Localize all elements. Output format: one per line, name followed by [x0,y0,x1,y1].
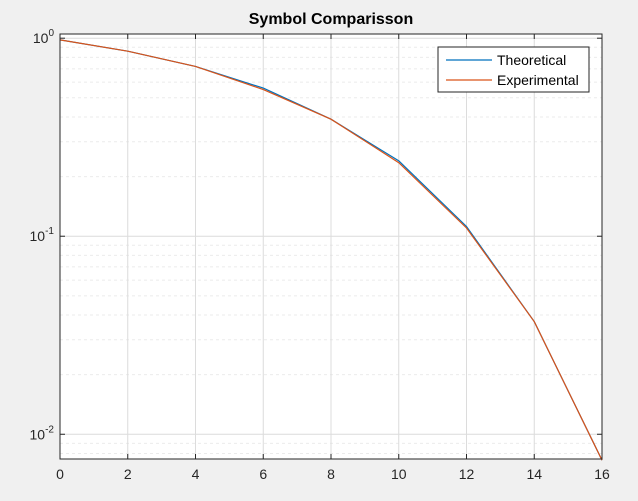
x-tick-label: 10 [391,466,407,482]
y-tick-label: 10-1 [30,226,55,244]
series-line-experimental [59,39,603,461]
legend-label-experimental: Experimental [497,72,579,88]
y-tick-exponent: -2 [45,424,54,435]
y-tick-exponent: 0 [48,28,54,39]
x-tick-label: 16 [594,466,610,482]
series-lines [59,39,603,461]
x-tick-label: 4 [192,466,200,482]
legend-box [437,46,590,93]
y-tick-exponent: -1 [45,226,54,237]
x-tick-label: 0 [56,466,64,482]
y-tick-base: 10 [33,30,49,46]
y-tick-base: 10 [30,228,46,244]
x-tick-label: 8 [327,466,335,482]
y-tick-base: 10 [30,426,46,442]
chart-title: Symbol Comparisson [249,11,413,28]
legend: Theoretical Experimental [437,46,590,93]
x-tick-label: 12 [459,466,475,482]
x-tick-label: 6 [259,466,267,482]
y-tick-label: 100 [33,28,55,46]
x-tick-label: 14 [526,466,542,482]
x-tick-label: 2 [124,466,132,482]
y-tick-label: 10-2 [30,424,55,442]
legend-label-theoretical: Theoretical [497,52,566,68]
